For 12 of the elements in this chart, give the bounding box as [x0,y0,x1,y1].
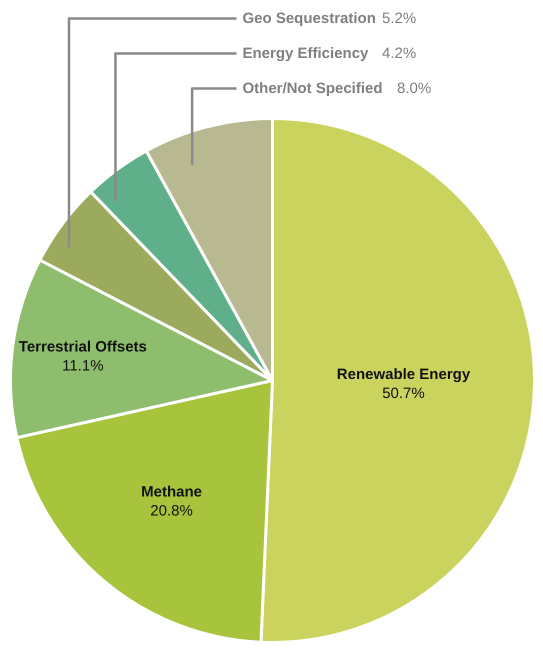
slice-label: Renewable Energy [336,366,471,383]
slice-label: Geo Sequestration [242,10,376,27]
slice-label: Other/Not Specified [242,80,383,97]
slice-label: Methane [141,483,202,500]
data-label: 11.1% [62,357,104,374]
data-label: 20.8% [150,502,193,520]
data-label: 50.7% [382,384,425,402]
slice-label: Energy Efficiency [242,45,370,62]
data-label: 4.2% [382,45,416,62]
data-label: 5.2% [382,10,416,27]
data-label: 8.0% [397,80,432,97]
slice-label: Terrestrial Offsets [18,338,147,356]
